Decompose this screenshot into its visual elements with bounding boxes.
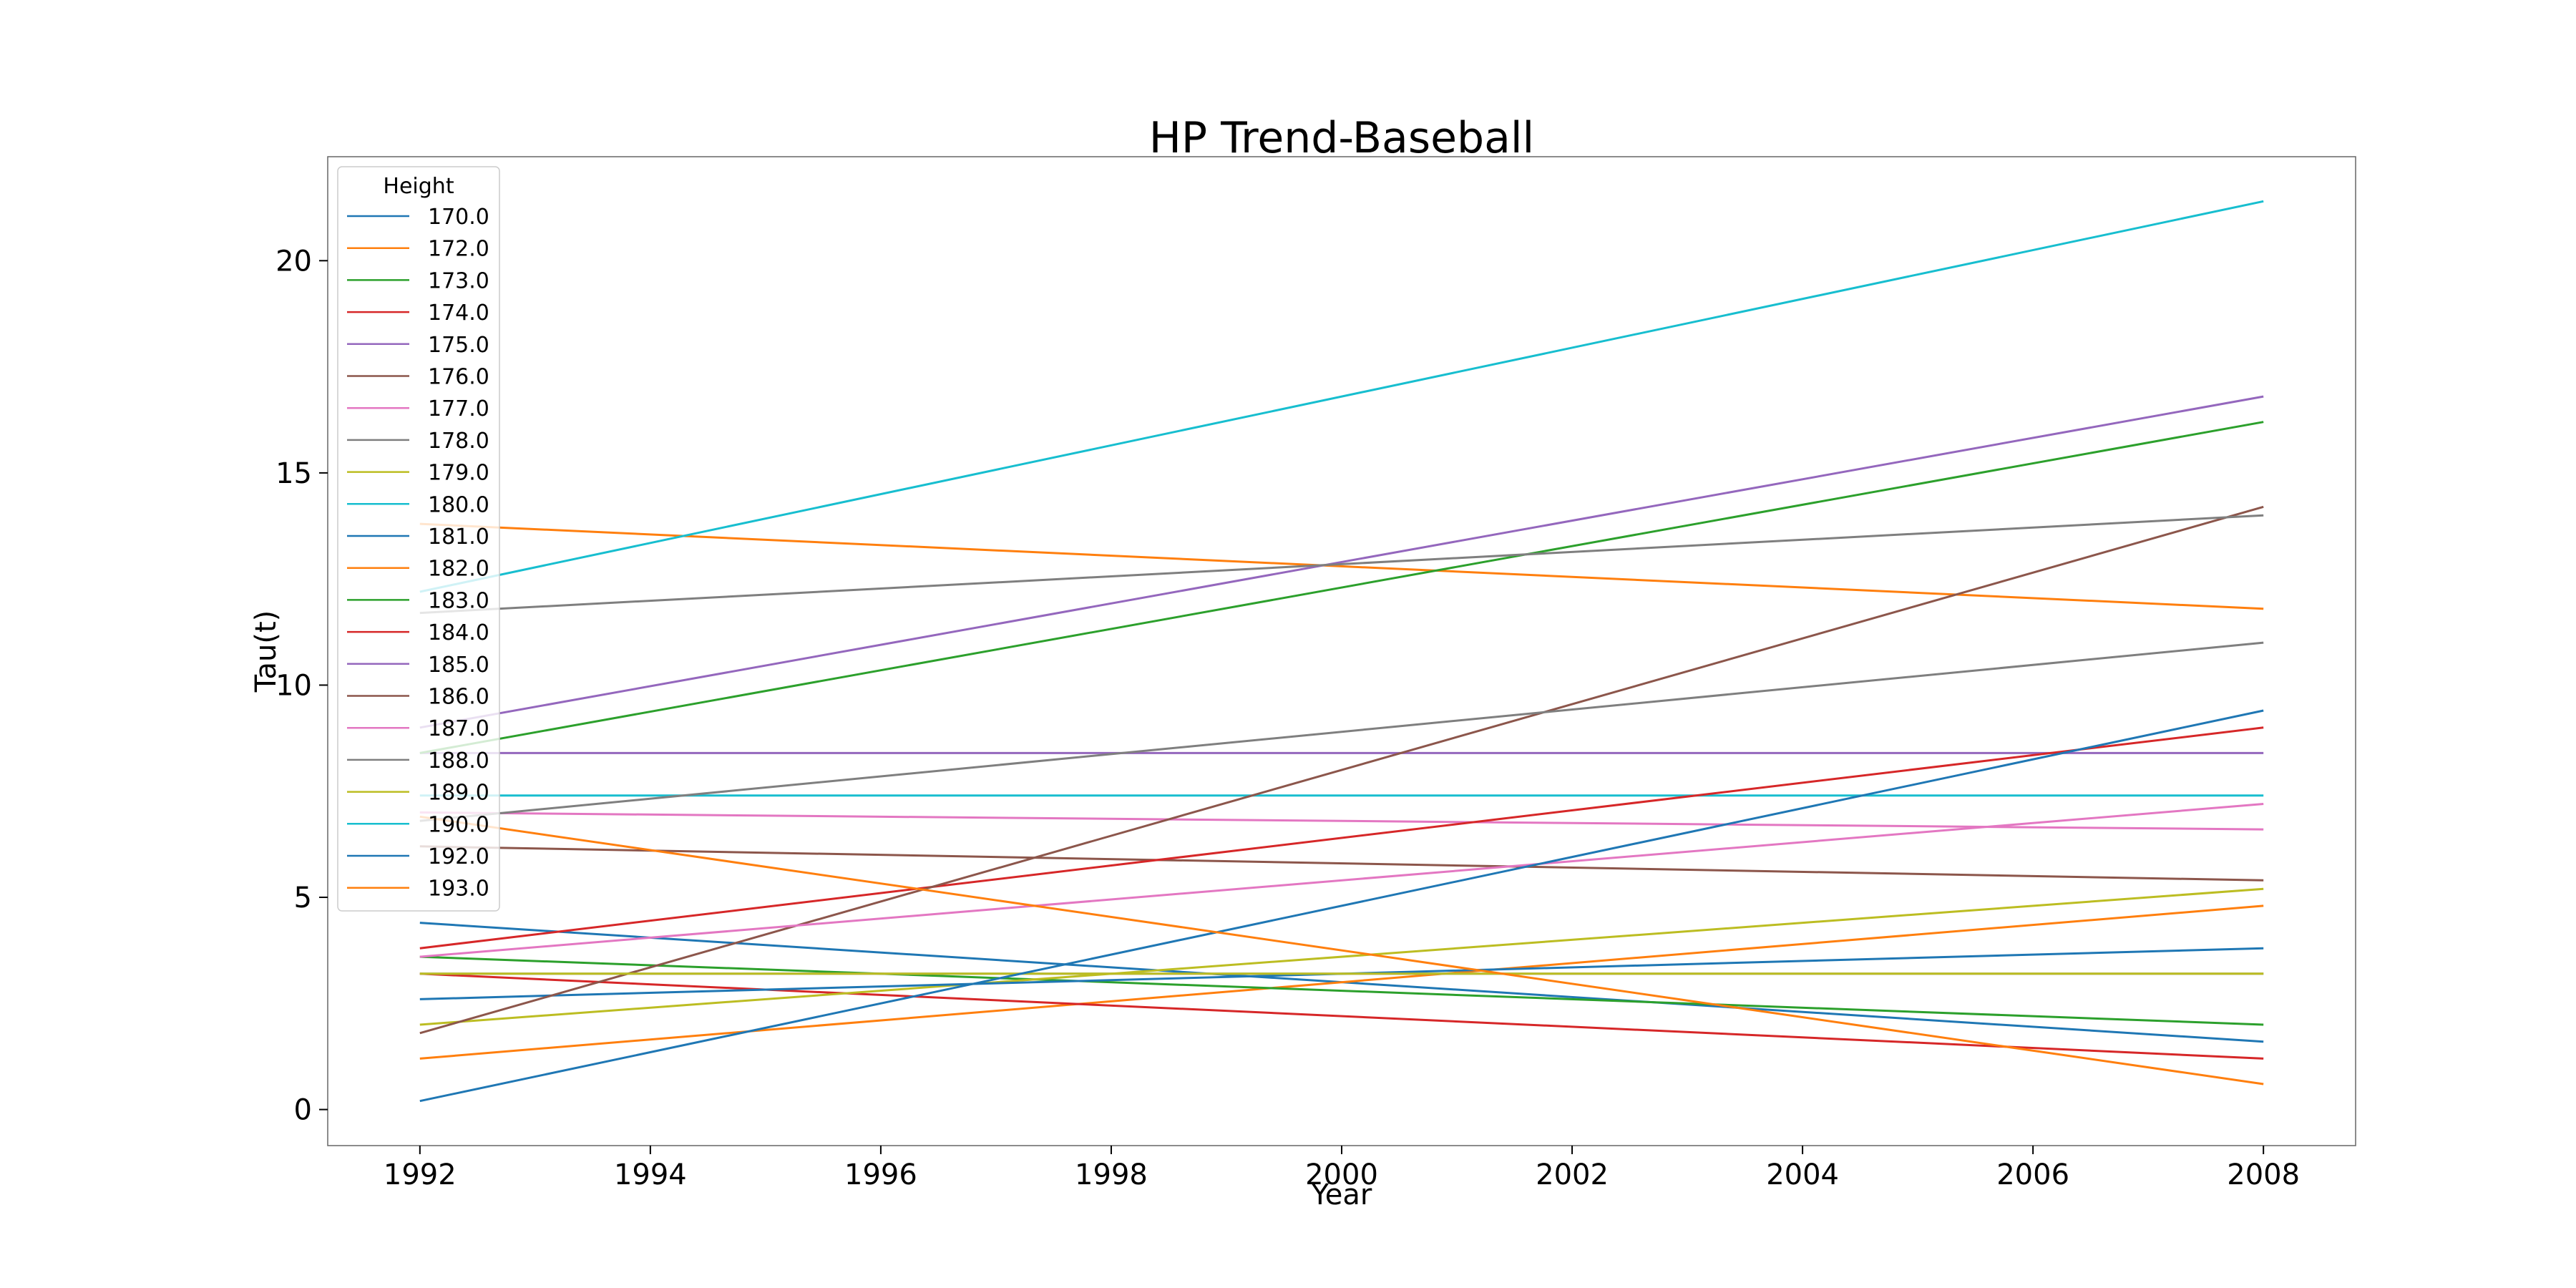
legend-frame [337, 166, 500, 912]
legend-label: 175.0 [428, 333, 489, 358]
legend-label: 189.0 [428, 781, 489, 806]
y-tick-label: 10 [275, 669, 312, 702]
series-layer [419, 200, 2264, 1103]
x-tick-label: 1994 [614, 1158, 687, 1191]
legend-label: 186.0 [428, 685, 489, 710]
legend-label: 179.0 [428, 461, 489, 486]
legend-label: 183.0 [428, 588, 489, 613]
legend-label: 172.0 [428, 237, 489, 262]
y-tick-label: 0 [294, 1094, 312, 1127]
legend-label: 180.0 [428, 492, 489, 517]
series-line-17 [419, 641, 2264, 822]
legend-label: 184.0 [428, 620, 489, 645]
x-tick-label: 2000 [1305, 1158, 1378, 1191]
x-tick-label: 1996 [844, 1158, 917, 1191]
series-line-22 [419, 514, 2264, 615]
y-tick-label: 20 [275, 245, 312, 278]
series-line-12 [419, 421, 2264, 754]
x-axis: 1992 1994 1996 1998 2000 2002 2004 2006 2008 [384, 1146, 2300, 1191]
legend-label: 182.0 [428, 557, 489, 582]
series-line-16 [419, 803, 2264, 958]
chart-title: HP Trend-Baseball [1149, 113, 1534, 163]
y-tick-label: 5 [294, 882, 312, 914]
series-line-5 [419, 845, 2264, 882]
legend-label: 188.0 [428, 748, 489, 774]
legend-title: Height [383, 174, 454, 199]
x-tick-label: 2006 [1996, 1158, 2069, 1191]
legend-label: 178.0 [428, 429, 489, 454]
legend-label: 177.0 [428, 396, 489, 421]
series-line-6 [419, 811, 2264, 831]
legend-label: 185.0 [428, 653, 489, 678]
x-tick-label: 1992 [384, 1158, 457, 1191]
legend-label: 176.0 [428, 365, 489, 390]
legend-label: 181.0 [428, 525, 489, 550]
legend: Height 170.0 172.0 173.0 174.0 175.0 176.0 177… [337, 166, 500, 912]
series-line-13 [419, 726, 2264, 950]
series-line-15 [419, 505, 2264, 1035]
legend-label: 173.0 [428, 268, 489, 293]
legend-label: 187.0 [428, 716, 489, 741]
y-tick-label: 15 [275, 457, 312, 490]
series-line-14 [419, 395, 2264, 729]
series-line-21 [419, 815, 2264, 1085]
series-line-19 [419, 200, 2264, 593]
series-line-1 [419, 904, 2264, 1060]
series-line-20 [419, 709, 2264, 1103]
legend-entries: 170.0 172.0 173.0 174.0 175.0 176.0 177.0 178.0… [347, 205, 489, 902]
series-line-2 [419, 955, 2264, 1026]
x-tick-label: 2008 [2227, 1158, 2300, 1191]
y-axis: 0 5 10 15 20 [275, 245, 328, 1127]
legend-label: 170.0 [428, 205, 489, 230]
x-tick-label: 2004 [1766, 1158, 1839, 1191]
legend-label: 174.0 [428, 301, 489, 326]
legend-label: 193.0 [428, 877, 489, 902]
legend-label: 192.0 [428, 844, 489, 869]
x-axis-title: Year [1311, 1179, 1372, 1211]
y-axis-title: Tau(t) [250, 610, 283, 693]
series-line-8 [419, 887, 2264, 1026]
x-tick-label: 2002 [1536, 1158, 1609, 1191]
x-tick-label: 1998 [1075, 1158, 1148, 1191]
legend-label: 190.0 [428, 812, 489, 837]
series-line-3 [419, 972, 2264, 1060]
